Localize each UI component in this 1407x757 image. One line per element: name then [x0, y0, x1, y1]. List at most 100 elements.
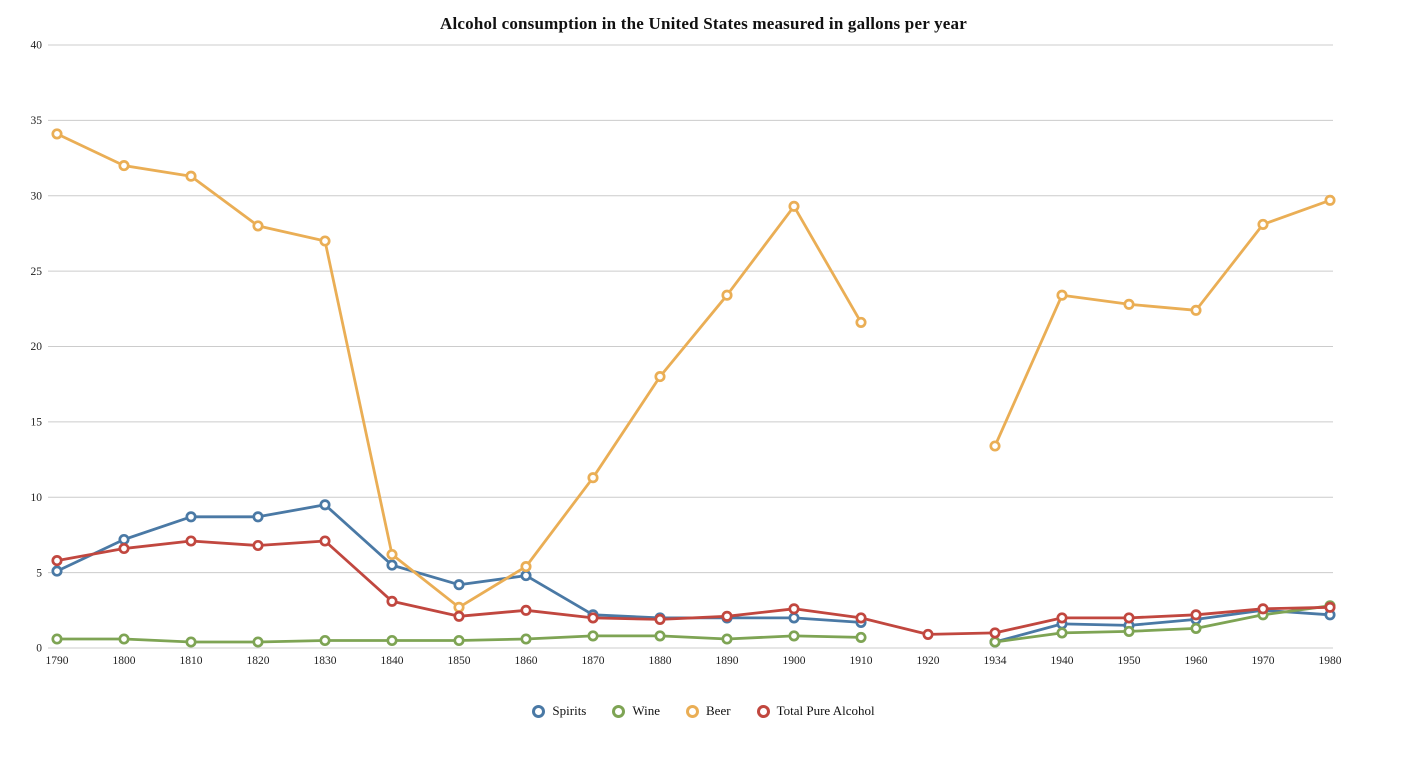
y-tick-label: 5	[36, 567, 42, 579]
x-tick-label: 1830	[314, 655, 337, 667]
data-point-total-pure-alcohol	[386, 595, 398, 607]
data-point-wine	[453, 634, 465, 647]
data-point-spirits	[386, 559, 398, 571]
data-point-wine	[1190, 622, 1202, 634]
data-point-total-pure-alcohol	[855, 612, 867, 624]
data-point-wine	[788, 630, 800, 642]
y-tick-label: 10	[31, 492, 43, 504]
series-line-beer	[55, 132, 1332, 609]
data-point-spirits	[185, 511, 197, 523]
data-point-total-pure-alcohol	[587, 612, 599, 624]
data-point-total-pure-alcohol	[1056, 612, 1068, 624]
data-point-wine	[587, 630, 599, 642]
data-point-beer	[386, 548, 398, 561]
data-point-beer	[51, 128, 63, 140]
data-point-total-pure-alcohol	[185, 535, 197, 547]
data-point-beer	[453, 601, 465, 613]
data-point-beer	[989, 440, 1001, 452]
data-point-total-pure-alcohol	[118, 542, 130, 555]
data-point-wine	[386, 634, 398, 647]
data-point-total-pure-alcohol	[788, 603, 800, 615]
x-tick-label: 1880	[649, 655, 672, 667]
data-point-wine	[319, 634, 331, 647]
data-point-total-pure-alcohol	[654, 613, 666, 625]
y-tick-label: 30	[31, 190, 43, 202]
data-point-beer	[721, 289, 733, 301]
series-line-total-pure-alcohol	[55, 539, 1332, 636]
data-point-total-pure-alcohol	[51, 555, 63, 567]
x-tick-label: 1950	[1118, 655, 1141, 667]
data-point-spirits	[51, 565, 63, 577]
legend-label-beer: Beer	[706, 703, 731, 718]
data-point-beer	[252, 220, 264, 232]
beer-marker-icon	[686, 704, 700, 718]
data-point-beer	[654, 371, 666, 383]
data-point-wine	[855, 631, 867, 643]
x-tick-label: 1980	[1319, 655, 1342, 667]
data-point-beer	[1257, 218, 1269, 230]
data-point-total-pure-alcohol	[520, 604, 532, 616]
x-tick-label: 1970	[1252, 655, 1275, 667]
spirits-marker-icon	[532, 704, 546, 718]
legend-item-spirits: Spirits	[532, 703, 586, 719]
data-point-beer	[118, 160, 130, 172]
y-tick-label: 35	[31, 115, 43, 127]
y-tick-label: 0	[36, 643, 42, 655]
data-point-total-pure-alcohol	[252, 539, 264, 552]
legend-label-wine: Wine	[632, 703, 661, 718]
data-point-beer	[788, 200, 800, 212]
x-tick-label: 1960	[1185, 655, 1208, 667]
data-point-wine	[520, 633, 532, 645]
legend-item-total-pure-alcohol: Total Pure Alcohol	[756, 703, 875, 719]
x-tick-label: 1934	[984, 655, 1007, 667]
data-point-wine	[118, 633, 130, 645]
x-tick-label: 1810	[180, 655, 203, 667]
data-point-total-pure-alcohol	[1324, 601, 1336, 613]
data-point-beer	[1324, 194, 1336, 206]
data-point-total-pure-alcohol	[989, 627, 1001, 639]
y-tick-label: 20	[31, 341, 43, 353]
chart-title: Alcohol consumption in the United States…	[440, 14, 967, 33]
series-line-spirits	[55, 503, 1332, 644]
data-point-total-pure-alcohol	[1190, 609, 1202, 621]
x-tick-label: 1900	[783, 655, 806, 667]
x-tick-label: 1840	[381, 655, 404, 667]
data-point-beer	[185, 170, 197, 182]
data-point-beer	[1123, 298, 1135, 310]
data-point-total-pure-alcohol	[1123, 612, 1135, 624]
data-point-spirits	[453, 579, 465, 591]
legend-item-wine: Wine	[612, 703, 660, 719]
x-tick-label: 1820	[247, 655, 270, 667]
data-point-beer	[855, 316, 867, 328]
data-point-total-pure-alcohol	[319, 535, 331, 547]
x-tick-label: 1920	[917, 655, 940, 667]
data-point-beer	[520, 561, 532, 573]
data-point-spirits	[788, 612, 800, 624]
data-point-spirits	[520, 570, 532, 582]
legend-item-beer: Beer	[686, 703, 731, 719]
x-tick-label: 1940	[1051, 655, 1074, 667]
wine-marker-icon	[612, 704, 626, 718]
data-point-wine	[989, 636, 1001, 648]
data-point-wine	[1056, 627, 1068, 639]
data-point-wine	[185, 636, 197, 648]
data-point-spirits	[118, 533, 130, 546]
data-point-wine	[1123, 625, 1135, 637]
data-point-spirits	[319, 499, 331, 511]
x-tick-label: 1860	[515, 655, 538, 667]
data-point-total-pure-alcohol	[453, 610, 465, 622]
data-point-wine	[721, 633, 733, 645]
y-tick-label: 25	[31, 266, 43, 278]
chart-legend: Spirits Wine Beer Total Pure Alcohol	[0, 703, 1407, 719]
x-tick-label: 1910	[850, 655, 873, 667]
legend-label-total-pure-alcohol: Total Pure Alcohol	[776, 703, 875, 718]
data-point-beer	[319, 235, 331, 247]
data-point-spirits	[252, 511, 264, 523]
data-point-wine	[252, 636, 264, 648]
data-point-total-pure-alcohol	[922, 628, 934, 640]
legend-label-spirits: Spirits	[552, 703, 587, 718]
x-tick-label: 1850	[448, 655, 471, 667]
x-tick-label: 1800	[113, 655, 136, 667]
data-point-beer	[587, 472, 599, 484]
